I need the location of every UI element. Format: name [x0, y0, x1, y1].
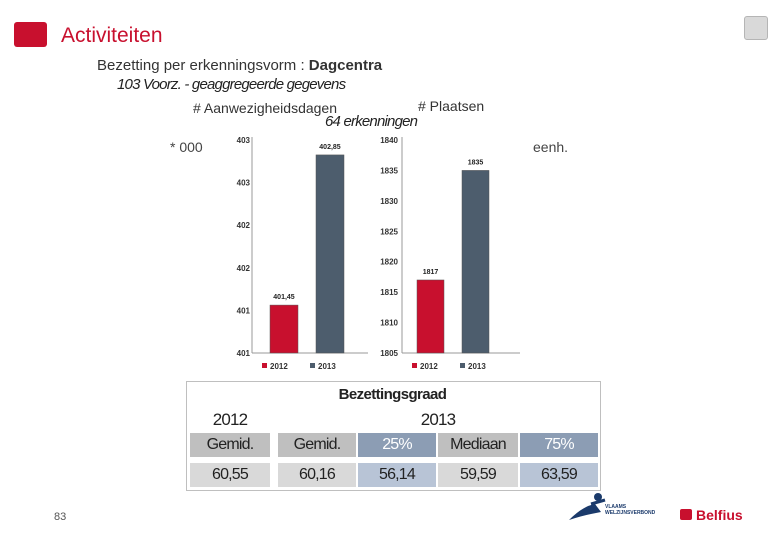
home-nav-button[interactable] — [744, 16, 768, 40]
y-tick-label: 401 — [237, 306, 251, 315]
belfius-brand: Belfius — [696, 507, 743, 523]
belfius-icon — [680, 509, 692, 520]
subtitle-bold: Dagcentra — [308, 57, 383, 74]
occupancy-table — [186, 381, 601, 491]
bar-value-label: 1835 — [468, 159, 484, 166]
page-subtitle: Bezetting per erkenningsvorm : Dagcentra — [97, 57, 382, 74]
bar-2012 — [269, 304, 299, 354]
y-tick-label: 1810 — [380, 319, 398, 328]
bar-2013 — [461, 170, 490, 354]
table-year-2012: 2012 — [212, 410, 248, 429]
y-tick-label: 402 — [237, 264, 251, 273]
legend-label: 2012 — [420, 362, 438, 371]
y-tick-label: 401 — [237, 349, 251, 358]
bar-2013 — [315, 154, 345, 354]
legend-label: 2013 — [468, 362, 486, 371]
table-header-gemid-2013: Gemid. — [278, 433, 356, 457]
table-header-gemid-2012: Gemid. — [190, 433, 270, 457]
y-tick-label: 1815 — [380, 288, 398, 297]
chart-attendance-days: 401 401 402 402 403 403 401,45 402,85 2012 2013 — [237, 136, 368, 371]
table-header-p75: 75% — [520, 433, 598, 457]
chart-places: 1805 1810 1815 1820 1825 1830 1835 1840 1817 1835… — [380, 136, 520, 371]
logo-line-2: WELZIJNSVERBOND — [605, 510, 656, 516]
logo-text: VLAAMS WELZIJNSVERBOND — [605, 504, 655, 516]
table-header-p25: 25% — [358, 433, 436, 457]
runner-logo-icon — [569, 493, 606, 520]
table-header-median: Mediaan — [438, 433, 518, 457]
legend-label: 2013 — [318, 362, 336, 371]
y-tick-label: 403 — [237, 136, 251, 145]
legend-label: 2012 — [270, 362, 288, 371]
y-tick-label: 1805 — [380, 349, 398, 358]
y-tick-label: 403 — [237, 179, 251, 188]
legend-swatch — [310, 363, 315, 368]
subtitle-prefix: Bezetting per erkenningsvorm : — [97, 57, 309, 74]
unit-left: * 000 — [170, 139, 203, 155]
aggregate-note: 103 Voorz. - geaggregeerde gegevens — [117, 76, 346, 93]
y-tick-label: 1820 — [380, 258, 398, 267]
legend-swatch — [412, 363, 417, 368]
y-tick-label: 1830 — [380, 197, 398, 206]
table-value-gemid-2012: 60,55 — [190, 463, 270, 487]
table-value-median: 59,59 — [438, 463, 518, 487]
title-marker — [14, 22, 47, 47]
bar-value-label: 401,45 — [273, 294, 295, 301]
chart-label-right: # Plaatsen — [418, 98, 485, 114]
table-value-p25: 56,14 — [358, 463, 436, 487]
page-number: 83 — [54, 511, 67, 523]
unit-right: eenh. — [533, 139, 569, 155]
table-year-2013: 2013 — [420, 410, 456, 429]
y-tick-label: 402 — [237, 221, 251, 230]
y-tick-label: 1825 — [380, 227, 398, 236]
bar-value-label: 1817 — [423, 269, 439, 276]
table-title: Bezettingsgraad — [338, 386, 447, 403]
vlaams-welzijnsverbond-logo: VLAAMS WELZIJNSVERBOND — [565, 492, 665, 524]
bar-2012 — [416, 279, 445, 354]
legend-swatch — [460, 363, 465, 368]
table-value-p75: 63,59 — [520, 463, 598, 487]
table-value-gemid-2013: 60,16 — [278, 463, 356, 487]
chart-label-left: # Aanwezigheidsdagen — [193, 100, 338, 116]
bar-value-label: 402,85 — [319, 144, 341, 151]
legend-swatch — [262, 363, 267, 368]
logo-line-1: VLAAMS — [605, 504, 627, 510]
y-tick-label: 1840 — [380, 136, 398, 145]
y-tick-label: 1835 — [380, 166, 398, 175]
charts-canvas: 401 401 402 402 403 403 401,45 402,85 2012 2013 1… — [237, 136, 520, 371]
recognitions-note: 64 erkenningen — [325, 113, 418, 130]
page-title: Activiteiten — [61, 24, 163, 47]
